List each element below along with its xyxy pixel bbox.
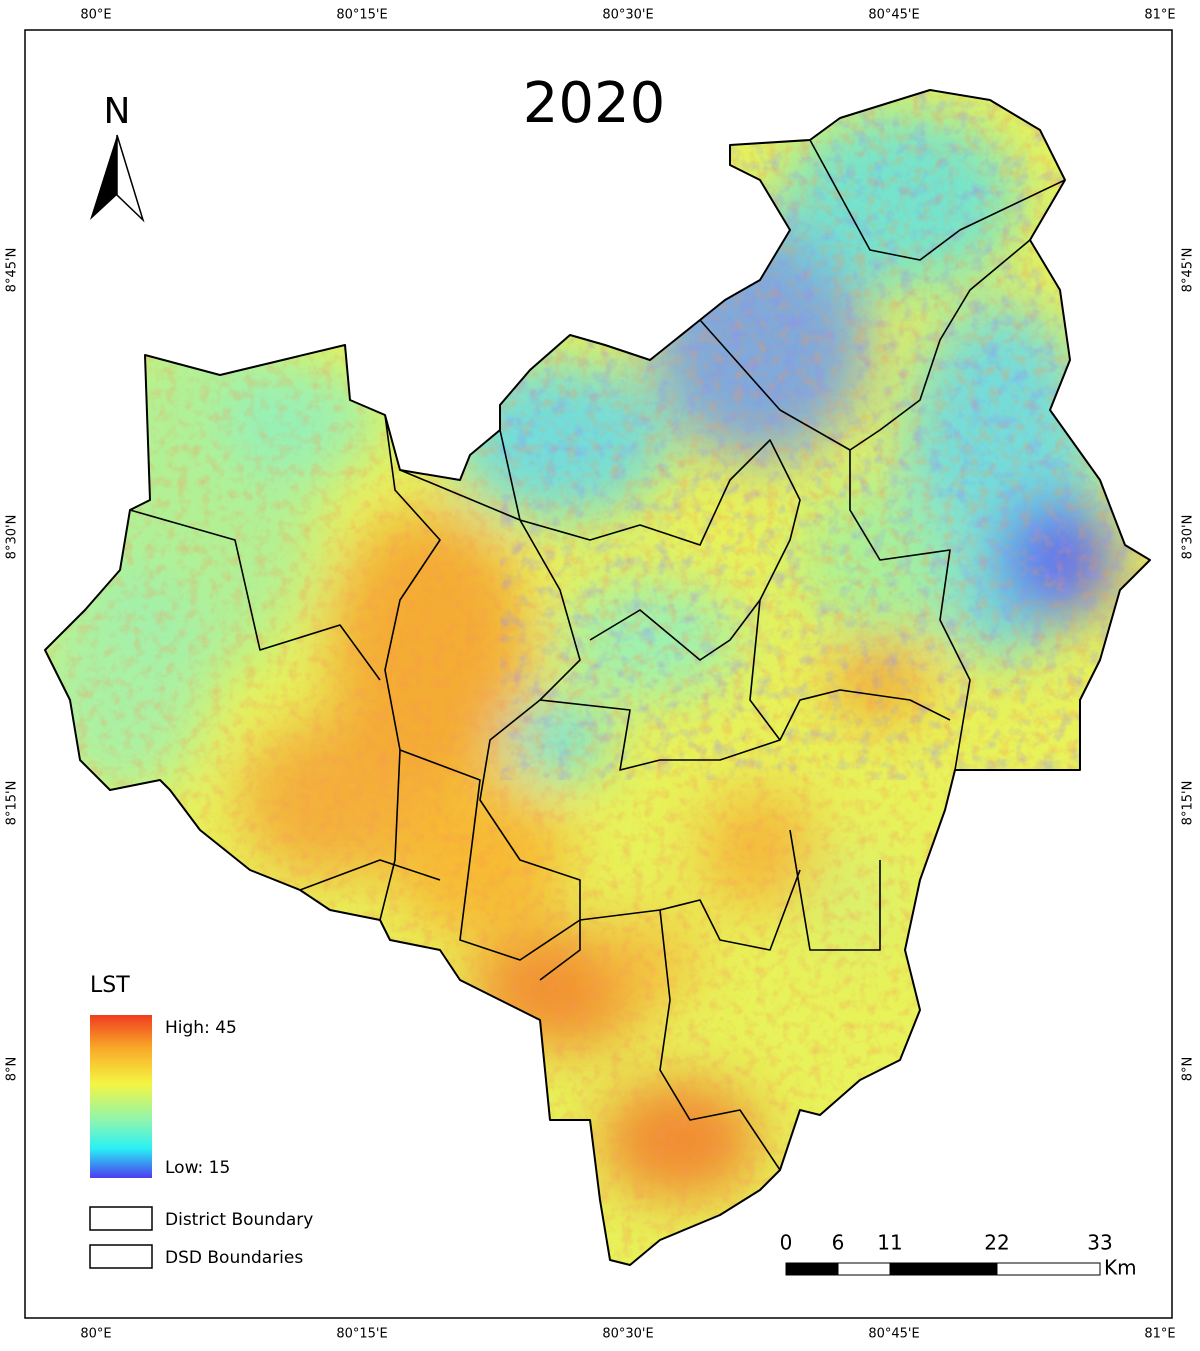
dsd-line [129,509,381,681]
legend-item: DSD Boundaries [165,1248,303,1268]
legend-low: Low: 15 [165,1158,230,1178]
north-label: N [104,91,131,132]
scale-bar: Km 0 6 11 22 33 [780,1231,1137,1280]
right-coord-label: 8°30'N [1181,515,1196,560]
right-coord-label: 8°N [1181,1057,1196,1082]
dsd-line [379,414,441,921]
scale-segment [996,1262,1101,1276]
top-coord-label: 80°30'E [602,8,653,23]
scale-segment [785,1262,839,1276]
district-boundary [44,89,1151,1266]
left-coord-label: 8°N [5,1057,20,1082]
scale-label: 22 [984,1231,1009,1255]
dsd-line [539,689,951,771]
map-title: 2020 [523,71,666,136]
arrow-right [116,134,145,223]
scale-label: 33 [1087,1231,1112,1255]
dsd-line [749,599,781,741]
arrow-left [90,135,117,220]
top-coord-label: 80°15'E [336,8,387,23]
bottom-coord-label: 80°45'E [868,1327,919,1342]
scale-label: 6 [832,1231,845,1255]
bottom-coord-label: 80°30'E [602,1327,653,1342]
dsd-line [659,909,781,1171]
scale-segment [837,1262,891,1276]
dsd-line [399,469,581,981]
legend-high: High: 45 [165,1018,237,1038]
dsd-boundaries [44,89,1151,1266]
scale-label: 0 [780,1231,793,1255]
dsd-line [699,239,1031,451]
top-coord-label: 80°E [80,8,111,23]
scale-unit: Km [1104,1256,1137,1280]
legend-title: LST [90,973,130,998]
dsd-line [849,450,971,771]
left-coord-label: 8°30'N [5,515,20,560]
north-arrow: N [90,91,145,223]
top-coord-label: 81°E [1144,8,1175,23]
map-frame [24,29,1173,1319]
legend-ramp [90,1015,152,1178]
right-coord-label: 8°15'N [1181,781,1196,826]
legend-swatch [89,1244,153,1269]
left-coord-label: 8°15'N [5,781,20,826]
bottom-coord-label: 81°E [1144,1327,1175,1342]
legend-item: District Boundary [165,1210,313,1230]
dsd-line [809,139,1066,261]
bottom-coord-label: 80°15'E [336,1327,387,1342]
legend-swatch [89,1206,153,1231]
dsd-line [499,429,801,661]
dsd-line [299,859,441,891]
scale-label: 11 [877,1231,902,1255]
scale-segment [889,1262,998,1276]
top-coord-label: 80°45'E [868,8,919,23]
dsd-line [789,829,881,951]
graticule-labels: 80°E 80°15'E 80°30'E 80°45'E 81°E 80°E 80°15'E… [5,8,1196,1342]
lst-raster [45,90,1150,1265]
legend: LST High: 45 Low: 15 District Boundary D… [89,973,313,1269]
left-coord-label: 8°45'N [5,248,20,293]
dsd-line [399,749,801,961]
right-coord-label: 8°45'N [1181,248,1196,293]
bottom-coord-label: 80°E [80,1327,111,1342]
